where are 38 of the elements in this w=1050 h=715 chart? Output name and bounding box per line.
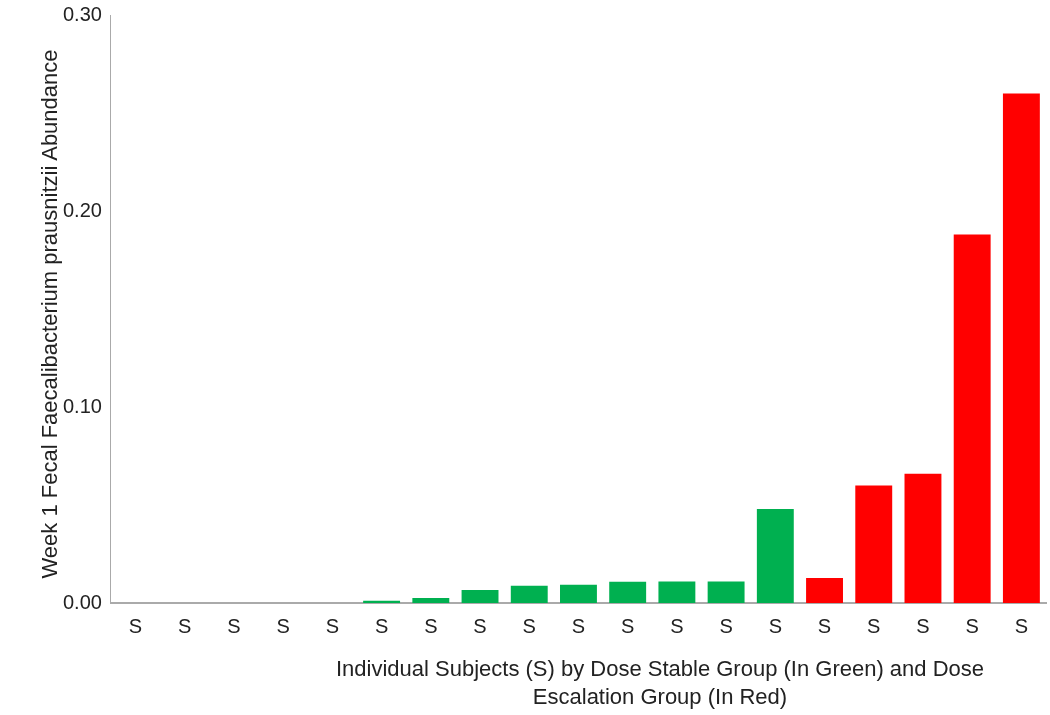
bar: [658, 581, 696, 603]
bar: [560, 584, 597, 603]
x-tick-label: S: [719, 614, 733, 637]
bar: [756, 508, 794, 603]
x-tick-label: S: [178, 614, 192, 637]
x-tick-label: S: [227, 614, 241, 637]
y-tick-label: 0.20: [62, 198, 102, 221]
bar: [707, 581, 745, 603]
bar: [609, 581, 647, 603]
x-tick-label: S: [965, 614, 979, 637]
bar: [1002, 93, 1040, 603]
x-axis-title: Individual Subjects (S) by Dose Stable Group (In Green) and Dose Escalation Group (In Red): [334, 655, 986, 711]
y-tick-label: 0.00: [62, 590, 102, 613]
x-tick-label: S: [621, 614, 635, 637]
x-tick-label: S: [374, 614, 389, 637]
x-tick-label: S: [424, 614, 438, 637]
x-tick-label: S: [1014, 614, 1029, 637]
x-tick-label: S: [817, 614, 832, 637]
bar: [953, 234, 991, 603]
bar: [461, 590, 499, 603]
bar: [806, 577, 843, 603]
x-tick-label: S: [128, 614, 143, 637]
y-tick-label: 0.10: [62, 394, 102, 417]
bar: [855, 485, 893, 603]
bar: [412, 598, 450, 603]
y-axis-title: Week 1 Fecal Faecalibacterium prausnitzii Abundance: [36, 48, 63, 581]
x-tick-label: S: [473, 614, 487, 637]
x-tick-label: S: [522, 614, 536, 637]
x-tick-label: S: [867, 614, 881, 637]
x-tick-label: S: [276, 614, 290, 637]
y-tick-label: 0.30: [62, 2, 102, 25]
x-tick-label: S: [670, 614, 684, 637]
bar: [510, 585, 548, 603]
bar: [904, 473, 942, 603]
x-tick-label: S: [325, 614, 340, 637]
x-tick-label: S: [916, 614, 930, 637]
x-tick-label: S: [768, 614, 782, 637]
x-tick-label: S: [571, 614, 586, 637]
